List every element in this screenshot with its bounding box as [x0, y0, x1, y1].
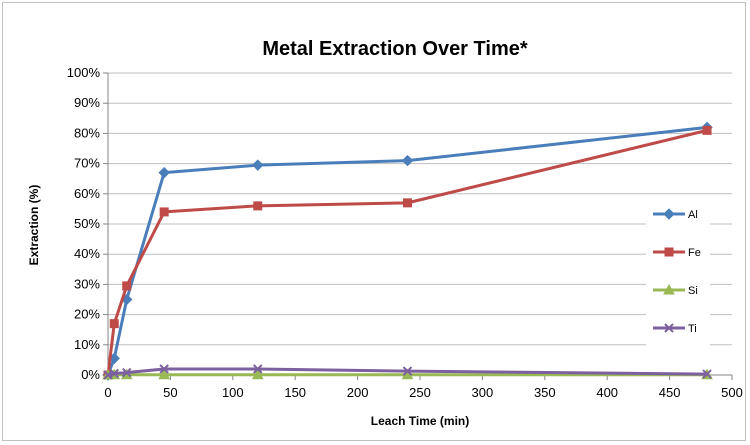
- data-point-ti: [702, 369, 712, 379]
- legend-label-al: Al: [688, 209, 698, 221]
- x-marker-stroke: [103, 370, 113, 380]
- data-point-al: [158, 166, 170, 179]
- series-al: [102, 121, 713, 381]
- x-tick-label: 350: [534, 385, 556, 400]
- data-point-al: [252, 159, 264, 171]
- x-tick-label: 450: [659, 385, 681, 400]
- legend-label-fe: Fe: [688, 247, 701, 259]
- x-tick-label: 0: [104, 385, 111, 400]
- data-point-fe: [159, 207, 169, 217]
- legend-marker-al: [663, 208, 675, 220]
- y-tick-label: 100%: [67, 65, 101, 80]
- y-tick-label: 60%: [74, 186, 100, 201]
- x-tick-label: 400: [596, 385, 618, 400]
- y-tick-label: 30%: [74, 276, 100, 291]
- x-marker-stroke: [253, 364, 263, 374]
- x-marker-stroke: [109, 368, 119, 379]
- y-tick-label: 90%: [74, 95, 100, 110]
- x-tick-label: 100: [222, 385, 244, 400]
- data-point-al: [401, 154, 414, 167]
- legend-box: [646, 195, 710, 347]
- data-point-fe: [253, 201, 263, 211]
- x-tick-label: 300: [472, 385, 494, 400]
- legend-label-si: Si: [688, 285, 698, 297]
- data-point-fe: [702, 125, 712, 135]
- data-point-fe: [109, 319, 119, 329]
- legend-item-si: Si: [653, 283, 698, 297]
- data-point-ti: [402, 366, 413, 376]
- y-tick-label: 80%: [74, 125, 100, 140]
- x-axis-title: Leach Time (min): [371, 414, 469, 428]
- y-tick-label: 0%: [81, 367, 100, 382]
- y-tick-label: 70%: [74, 156, 100, 171]
- y-tick-label: 10%: [74, 337, 100, 352]
- x-marker-stroke: [664, 323, 674, 333]
- data-point-si: [158, 368, 171, 380]
- data-point-si: [251, 368, 264, 380]
- legend-item-ti: Ti: [653, 323, 697, 335]
- data-point-ti: [122, 367, 132, 378]
- x-tick-label: 250: [409, 385, 431, 400]
- series-group: [102, 121, 713, 381]
- x-tick-label: 50: [163, 385, 177, 400]
- legend-marker-fe: [664, 247, 674, 257]
- y-tick-label: 50%: [74, 216, 100, 231]
- legend-marker-ti: [664, 323, 674, 333]
- chart-title: Metal Extraction Over Time*: [262, 38, 528, 60]
- legend: Al Fe Si Ti: [646, 195, 710, 347]
- legend-label-ti: Ti: [688, 323, 697, 335]
- data-point-ti: [253, 364, 263, 374]
- legend-marker-si: [663, 283, 675, 295]
- chart-frame: [2, 2, 746, 441]
- legend-item-fe: Fe: [653, 247, 701, 259]
- x-tick-label: 200: [347, 385, 369, 400]
- data-point-ti: [109, 368, 119, 379]
- x-marker-stroke: [702, 369, 712, 379]
- x-marker-stroke: [402, 366, 413, 376]
- x-marker-stroke: [159, 364, 169, 374]
- y-tick-label: 20%: [74, 307, 100, 322]
- x-marker-stroke: [122, 367, 132, 378]
- series-ti: [103, 364, 712, 380]
- y-axis-title: Extraction (%): [27, 185, 41, 266]
- data-point-fe: [403, 198, 413, 208]
- y-tick-label: 40%: [74, 246, 100, 261]
- data-point-ti: [159, 364, 169, 374]
- legend-item-al: Al: [653, 208, 698, 221]
- axes: 0% 10% 20% 30% 40% 50% 60% 70% 80% 90% 100% 0 50 100 1…: [67, 65, 743, 400]
- series-line-fe: [106, 128, 708, 376]
- gridlines: [108, 72, 732, 346]
- x-tick-label: 150: [284, 385, 306, 400]
- data-point-fe: [122, 281, 132, 291]
- x-tick-label: 500: [721, 385, 743, 400]
